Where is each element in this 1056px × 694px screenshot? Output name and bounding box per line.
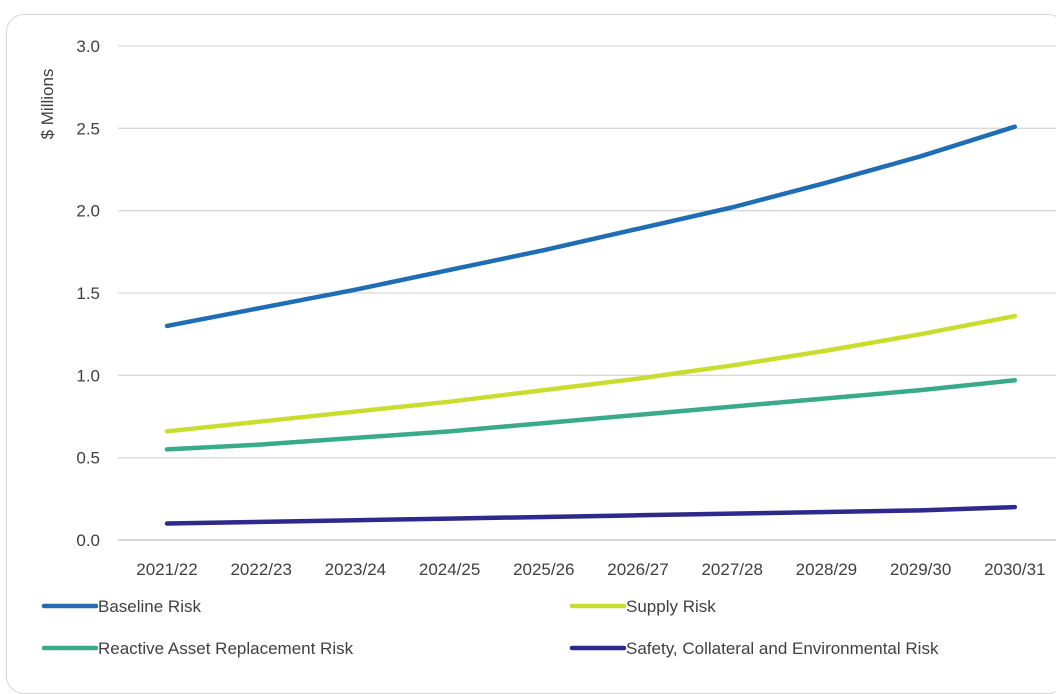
series-line-1 bbox=[164, 313, 1018, 434]
x-axis-ticks: 2021/22 2022/23 2023/24 2024/25 2025/26 2026/… bbox=[136, 560, 1045, 579]
x-tick-label: 2026/27 bbox=[607, 560, 668, 579]
y-tick-label: 1.0 bbox=[76, 366, 100, 385]
legend: Baseline Risk Supply Risk Reactive Asset R… bbox=[41, 597, 939, 658]
x-tick-label: 2021/22 bbox=[136, 560, 197, 579]
x-tick-label: 2030/31 bbox=[984, 560, 1045, 579]
x-tick-label: 2025/26 bbox=[513, 560, 574, 579]
series-line-0 bbox=[164, 124, 1018, 329]
x-tick-label: 2028/29 bbox=[796, 560, 857, 579]
y-tick-label: 1.5 bbox=[76, 284, 100, 303]
series-line-2 bbox=[164, 378, 1018, 452]
y-axis-title: $ Millions bbox=[38, 69, 57, 140]
x-tick-label: 2022/23 bbox=[230, 560, 291, 579]
line-chart: 0.0 0.5 1.0 1.5 2.0 2.5 3.0 2021/22 2022/23 2023… bbox=[38, 37, 1056, 658]
x-tick-label: 2029/30 bbox=[890, 560, 951, 579]
y-tick-label: 2.5 bbox=[76, 119, 100, 138]
series-lines bbox=[164, 124, 1018, 526]
legend-label: Supply Risk bbox=[626, 597, 716, 616]
y-tick-label: 2.0 bbox=[76, 202, 100, 221]
series-line-3 bbox=[164, 504, 1018, 526]
y-axis-ticks: 0.0 0.5 1.0 1.5 2.0 2.5 3.0 bbox=[76, 37, 100, 550]
y-tick-label: 0.5 bbox=[76, 449, 100, 468]
legend-label: Baseline Risk bbox=[98, 597, 201, 616]
legend-label: Safety, Collateral and Environmental Ris… bbox=[626, 639, 939, 658]
x-tick-label: 2024/25 bbox=[419, 560, 480, 579]
x-tick-label: 2023/24 bbox=[325, 560, 386, 579]
y-tick-label: 0.0 bbox=[76, 531, 100, 550]
gridlines bbox=[118, 45, 1056, 541]
legend-label: Reactive Asset Replacement Risk bbox=[98, 639, 354, 658]
y-tick-label: 3.0 bbox=[76, 37, 100, 56]
chart-card bbox=[6, 14, 1056, 694]
x-tick-label: 2027/28 bbox=[701, 560, 762, 579]
